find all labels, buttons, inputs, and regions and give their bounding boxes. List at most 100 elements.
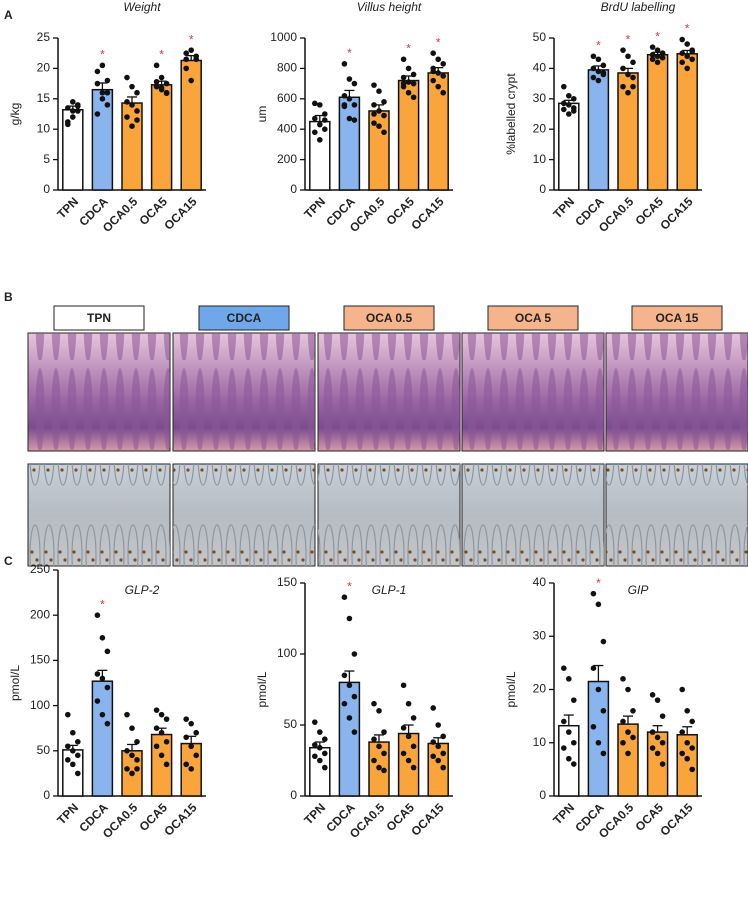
he-villi	[318, 333, 460, 451]
data-point	[322, 111, 328, 117]
data-point	[346, 96, 353, 102]
data-point	[620, 676, 626, 682]
significance-marker: *	[189, 32, 194, 46]
data-point	[561, 718, 567, 725]
significance-marker: *	[596, 576, 601, 590]
data-point	[625, 89, 631, 96]
data-point	[158, 752, 165, 759]
y-tick-label: 0	[43, 182, 50, 196]
data-point	[684, 41, 690, 47]
histology-panel: TPN CDCA OCA 0.5 OCA 5 OCA 15	[27, 305, 748, 567]
data-point	[590, 723, 597, 730]
data-point	[376, 743, 382, 750]
data-point	[381, 99, 387, 105]
y-tick-label: 10	[533, 735, 547, 749]
data-point	[435, 56, 442, 63]
data-point	[312, 753, 318, 760]
data-point	[317, 757, 323, 764]
data-point	[75, 103, 81, 109]
data-point	[322, 750, 328, 757]
data-point	[376, 88, 382, 94]
data-point	[129, 83, 135, 90]
data-point	[679, 50, 685, 56]
y-tick-label: 50	[37, 743, 51, 757]
bar	[338, 96, 361, 191]
data-point	[625, 53, 631, 60]
data-point	[341, 594, 348, 600]
data-point	[124, 711, 130, 718]
data-point	[571, 108, 577, 114]
data-point	[625, 750, 631, 757]
data-point	[595, 68, 602, 75]
data-point	[410, 80, 417, 87]
data-point	[99, 62, 106, 69]
y-tick-label: 0	[43, 788, 50, 802]
data-point	[317, 102, 323, 108]
data-point	[630, 734, 636, 741]
data-point	[371, 757, 377, 764]
data-point	[346, 115, 353, 122]
data-point	[371, 120, 377, 126]
data-point	[94, 698, 101, 704]
data-point	[435, 743, 442, 750]
data-point	[134, 117, 140, 123]
data-point	[75, 752, 81, 759]
data-point	[129, 725, 135, 731]
data-point	[440, 89, 447, 96]
data-point	[566, 102, 572, 108]
data-point	[566, 729, 572, 735]
data-point	[312, 115, 318, 122]
label-box	[343, 305, 435, 331]
data-point	[183, 50, 189, 56]
data-point	[595, 56, 602, 63]
image-label: TPN	[87, 311, 111, 325]
data-point	[595, 739, 602, 746]
data-point	[193, 752, 199, 759]
x-tick-label: OCA15	[408, 194, 446, 232]
bar	[338, 681, 361, 797]
data-point	[649, 692, 656, 698]
significance-marker: *	[100, 48, 105, 62]
data-point	[400, 750, 407, 757]
data-point	[376, 708, 382, 714]
y-tick-label: 200	[277, 152, 297, 166]
data-point	[124, 748, 130, 754]
image-label: OCA 5	[515, 311, 552, 325]
y-tick-label: 10	[37, 121, 51, 135]
data-point	[371, 111, 377, 117]
data-point	[322, 736, 328, 742]
data-point	[317, 729, 323, 735]
data-point	[400, 725, 407, 731]
panel-letter: A	[4, 8, 13, 22]
data-point	[659, 761, 666, 767]
data-point	[561, 100, 567, 107]
data-point	[183, 734, 189, 741]
data-point	[341, 700, 348, 707]
y-tick-label: 150	[277, 575, 297, 589]
data-point	[571, 761, 577, 767]
data-point	[124, 114, 130, 120]
data-point	[435, 757, 442, 764]
data-point	[654, 59, 661, 66]
significance-marker: *	[347, 46, 352, 60]
data-point	[312, 100, 318, 107]
chart-title: GLP-1	[372, 583, 407, 597]
data-point	[566, 92, 572, 99]
data-point	[341, 92, 348, 99]
data-point	[684, 65, 690, 72]
data-point	[134, 738, 140, 745]
y-axis-label: pmol/L	[8, 665, 22, 701]
data-point	[654, 750, 661, 757]
y-tick-label: 30	[533, 91, 547, 105]
x-tick-label: OCA15	[161, 800, 199, 838]
data-point	[312, 719, 318, 725]
data-point	[630, 83, 636, 90]
data-point	[65, 743, 71, 750]
data-point	[625, 686, 631, 693]
x-tick-label: OCA15	[408, 800, 446, 838]
y-tick-label: 25	[37, 30, 51, 44]
data-point	[381, 129, 387, 136]
data-point	[188, 743, 194, 750]
data-point	[659, 713, 666, 719]
data-point	[561, 106, 567, 113]
